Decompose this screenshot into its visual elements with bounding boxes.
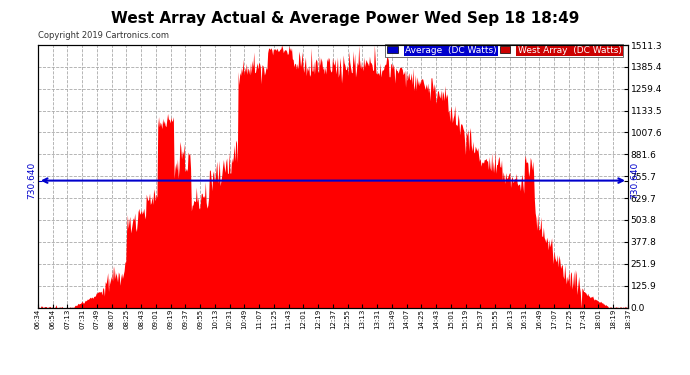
Text: West Array Actual & Average Power Wed Sep 18 18:49: West Array Actual & Average Power Wed Se… bbox=[111, 11, 579, 26]
Text: Copyright 2019 Cartronics.com: Copyright 2019 Cartronics.com bbox=[38, 31, 169, 40]
Legend: Average  (DC Watts), West Array  (DC Watts): Average (DC Watts), West Array (DC Watts… bbox=[386, 44, 623, 57]
